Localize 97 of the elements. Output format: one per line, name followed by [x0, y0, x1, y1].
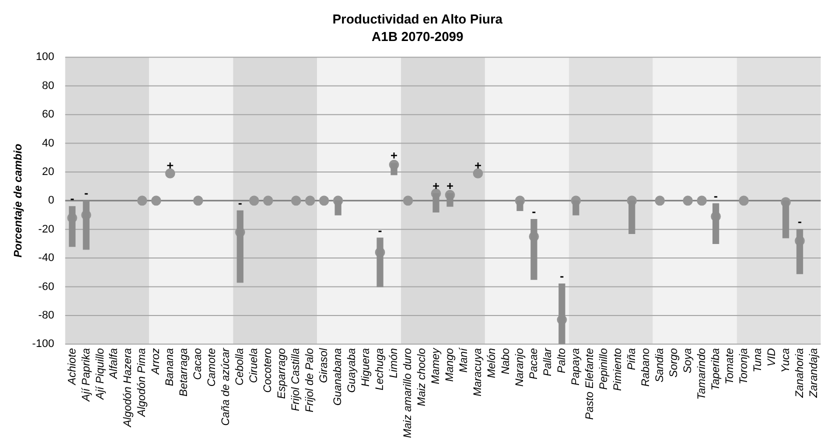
- y-tick-label: -60: [38, 280, 54, 293]
- y-tick-label: 20: [42, 166, 54, 178]
- x-tick-label: Achiote: [66, 348, 78, 386]
- x-tick-label: Tamarindo: [696, 348, 708, 400]
- x-tick-label: Limón: [388, 348, 400, 378]
- point: [682, 196, 693, 206]
- point: [738, 196, 749, 206]
- x-tick-label: Esparrago: [276, 348, 288, 399]
- point: [165, 168, 176, 178]
- x-tick-label: Nabo: [500, 348, 512, 374]
- x-tick-label: Pasto Elefante: [584, 348, 596, 420]
- x-tick-label: Pimiento: [612, 348, 624, 391]
- point: [263, 196, 274, 206]
- y-tick-label: 100: [36, 51, 54, 64]
- y-tick-label: 80: [42, 80, 54, 92]
- x-tick-label: Frijol de Palo: [304, 348, 316, 412]
- annotation: -: [238, 196, 242, 210]
- point: [193, 196, 204, 206]
- x-tick-label: Arroz: [150, 348, 162, 376]
- y-tick-label: -80: [38, 309, 54, 322]
- annotation: +: [390, 148, 398, 163]
- y-tick-label: 60: [42, 108, 54, 121]
- x-tick-label: Ají Paprika: [80, 348, 92, 402]
- x-tick-label: Camote: [206, 348, 218, 387]
- x-tick-label: Lechuga: [374, 348, 386, 390]
- y-tick-label: -40: [38, 252, 54, 264]
- x-tick-label: Toronja: [738, 348, 750, 384]
- x-tick-label: VID: [766, 348, 778, 366]
- x-tick-label: Zanahoria: [794, 348, 806, 399]
- x-tick-label: Ciruela: [248, 348, 260, 383]
- y-tick-label: -100: [32, 338, 54, 350]
- x-tick-label: Sorgo: [668, 348, 680, 378]
- x-tick-label: Mango: [444, 348, 456, 382]
- point: [151, 196, 162, 206]
- x-tick-label: Tuna: [752, 348, 764, 372]
- x-tick-label: Guanabana: [332, 348, 344, 406]
- point: [403, 196, 413, 206]
- y-tick-label: 0: [48, 194, 54, 207]
- x-tick-label: Rabano: [640, 348, 652, 387]
- annotation: -: [532, 204, 536, 219]
- x-tick-label: Soya: [682, 348, 694, 374]
- x-tick-label: Betarraga: [178, 348, 190, 396]
- x-tick-label: Yuca: [780, 348, 792, 373]
- x-tick-label: Banana: [164, 348, 176, 386]
- y-axis-title: Porcentaje de cambio: [12, 144, 25, 258]
- x-tick-label: Maiz choclo: [416, 348, 428, 406]
- point: [319, 196, 330, 206]
- point: [696, 196, 707, 206]
- point: [291, 196, 302, 206]
- x-tick-label: Cocotero: [262, 348, 274, 393]
- y-tick-label: 40: [42, 137, 54, 150]
- x-tick-label: Palto: [556, 348, 568, 374]
- x-tick-label: Pallar: [542, 346, 554, 376]
- x-tick-label: Pacae: [528, 348, 540, 380]
- annotation: -: [84, 186, 88, 200]
- annotation: -: [714, 188, 718, 203]
- annotation: +: [432, 178, 440, 193]
- x-tick-label: Piña: [626, 348, 638, 370]
- x-tick-label: Maiz amarillo duro: [402, 348, 414, 438]
- x-tick-label: Maní: [458, 347, 470, 373]
- annotation: -: [560, 269, 564, 284]
- x-tick-label: Cacao: [192, 348, 204, 380]
- point: [249, 196, 260, 206]
- x-tick-label: Higuera: [360, 348, 372, 387]
- x-tick-label: Ají Piquillo: [94, 348, 106, 400]
- point: [305, 196, 316, 206]
- x-tick-label: Zarandaja: [808, 348, 820, 399]
- x-tick-label: Papaya: [570, 348, 582, 386]
- annotation: -: [798, 214, 802, 229]
- x-tick-label: Tomate: [724, 348, 736, 384]
- bar: [390, 163, 398, 176]
- point: [137, 196, 148, 206]
- annotation: -: [70, 192, 74, 206]
- x-tick-label: Guayaba: [346, 348, 358, 393]
- x-tick-label: Sandia: [654, 348, 666, 382]
- annotation: +: [166, 158, 174, 173]
- point: [654, 196, 665, 206]
- annotation: -: [378, 223, 382, 238]
- x-tick-label: Girasol: [318, 348, 330, 383]
- x-tick-label: Mamey: [430, 346, 442, 384]
- chart-title: Productividad en Alto Piura: [332, 11, 504, 26]
- x-tick-label: Frijol Castilla: [290, 348, 302, 412]
- x-tick-label: Caña de azúcar: [220, 346, 232, 426]
- x-tick-label: Algodón Hazera: [122, 348, 134, 428]
- annotation: +: [474, 158, 482, 173]
- x-tick-label: Naranjo: [514, 348, 526, 387]
- y-tick-label: -20: [38, 223, 54, 236]
- x-tick-label: Melón: [486, 348, 498, 378]
- point: [472, 168, 483, 178]
- x-tick-label: Cebolla: [234, 348, 246, 386]
- x-tick-label: Algodón Pima: [136, 348, 148, 418]
- x-tick-label: Maracuya: [472, 348, 484, 396]
- chart-subtitle: A1B 2070-2099: [372, 28, 464, 44]
- annotation: +: [446, 178, 454, 193]
- x-tick-label: Alfalfa: [108, 348, 120, 380]
- x-tick-label: Taperiba: [710, 348, 722, 391]
- x-tick-label: Pepinillo: [598, 348, 610, 390]
